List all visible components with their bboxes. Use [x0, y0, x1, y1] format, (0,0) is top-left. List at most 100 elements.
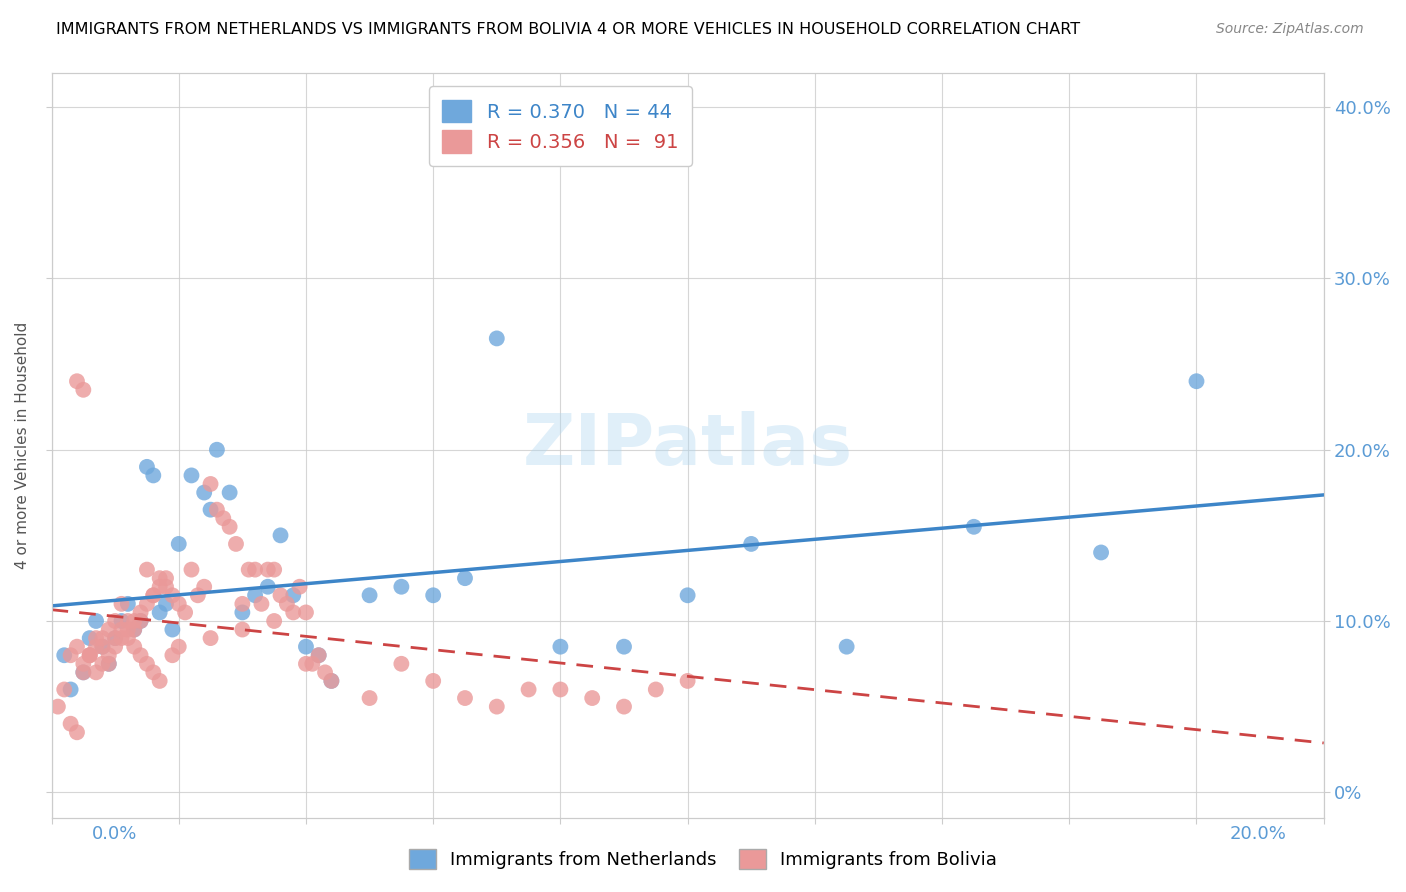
Point [129, 606, 152, 620]
Point [256, 580, 278, 594]
Point [308, 648, 330, 663]
Point [136, 657, 159, 671]
Point [422, 673, 444, 688]
Point [117, 614, 139, 628]
Point [72, 657, 94, 671]
Point [212, 511, 235, 525]
Point [117, 623, 139, 637]
Point [66, 374, 89, 388]
Point [72, 665, 94, 680]
Point [162, 648, 184, 663]
Point [155, 571, 177, 585]
Point [110, 597, 132, 611]
Point [250, 597, 273, 611]
Point [91, 640, 114, 654]
Point [295, 640, 318, 654]
Point [97, 648, 120, 663]
Point [238, 563, 260, 577]
Point [676, 588, 699, 602]
Point [835, 640, 858, 654]
Point [59, 682, 82, 697]
Point [644, 682, 666, 697]
Point [288, 580, 311, 594]
Point [963, 520, 986, 534]
Point [84, 665, 107, 680]
Point [263, 563, 285, 577]
Point [155, 580, 177, 594]
Point [321, 673, 343, 688]
Point [283, 606, 305, 620]
Point [91, 640, 114, 654]
Point [276, 597, 298, 611]
Point [129, 614, 152, 628]
Point [550, 640, 572, 654]
Point [263, 614, 285, 628]
Point [142, 588, 165, 602]
Point [122, 623, 145, 637]
Point [59, 716, 82, 731]
Point [122, 614, 145, 628]
Point [117, 631, 139, 645]
Point [167, 597, 190, 611]
Point [142, 468, 165, 483]
Point [270, 588, 292, 602]
Point [97, 623, 120, 637]
Point [180, 468, 202, 483]
Point [613, 699, 636, 714]
Point [66, 640, 89, 654]
Point [613, 640, 636, 654]
Point [167, 537, 190, 551]
Y-axis label: 4 or more Vehicles in Household: 4 or more Vehicles in Household [15, 322, 30, 569]
Point [231, 606, 253, 620]
Text: Source: ZipAtlas.com: Source: ZipAtlas.com [1216, 22, 1364, 37]
Point [231, 623, 253, 637]
Point [66, 725, 89, 739]
Point [676, 673, 699, 688]
Point [149, 606, 172, 620]
Point [79, 648, 101, 663]
Point [79, 631, 101, 645]
Point [389, 580, 412, 594]
Point [205, 442, 228, 457]
Point [485, 699, 508, 714]
Point [301, 657, 323, 671]
Point [321, 673, 343, 688]
Point [104, 631, 127, 645]
Point [84, 640, 107, 654]
Point [1185, 374, 1208, 388]
Point [174, 606, 197, 620]
Point [117, 597, 139, 611]
Point [422, 588, 444, 602]
Point [110, 614, 132, 628]
Point [359, 588, 381, 602]
Legend: R = 0.370   N = 44, R = 0.356   N =  91: R = 0.370 N = 44, R = 0.356 N = 91 [429, 87, 692, 166]
Point [72, 383, 94, 397]
Point [84, 631, 107, 645]
Point [517, 682, 540, 697]
Point [270, 528, 292, 542]
Point [136, 597, 159, 611]
Text: 20.0%: 20.0% [1230, 825, 1286, 843]
Point [142, 588, 165, 602]
Point [256, 563, 278, 577]
Point [581, 691, 603, 706]
Point [243, 588, 266, 602]
Point [53, 648, 76, 663]
Text: ZIPatlas: ZIPatlas [523, 411, 852, 480]
Point [97, 657, 120, 671]
Point [1090, 545, 1112, 559]
Point [79, 648, 101, 663]
Point [225, 537, 247, 551]
Point [79, 648, 101, 663]
Point [110, 631, 132, 645]
Point [200, 502, 222, 516]
Point [91, 631, 114, 645]
Point [104, 631, 127, 645]
Text: IMMIGRANTS FROM NETHERLANDS VS IMMIGRANTS FROM BOLIVIA 4 OR MORE VEHICLES IN HOU: IMMIGRANTS FROM NETHERLANDS VS IMMIGRANT… [56, 22, 1080, 37]
Point [200, 631, 222, 645]
Point [129, 614, 152, 628]
Point [314, 665, 336, 680]
Point [193, 580, 215, 594]
Point [97, 657, 120, 671]
Point [136, 563, 159, 577]
